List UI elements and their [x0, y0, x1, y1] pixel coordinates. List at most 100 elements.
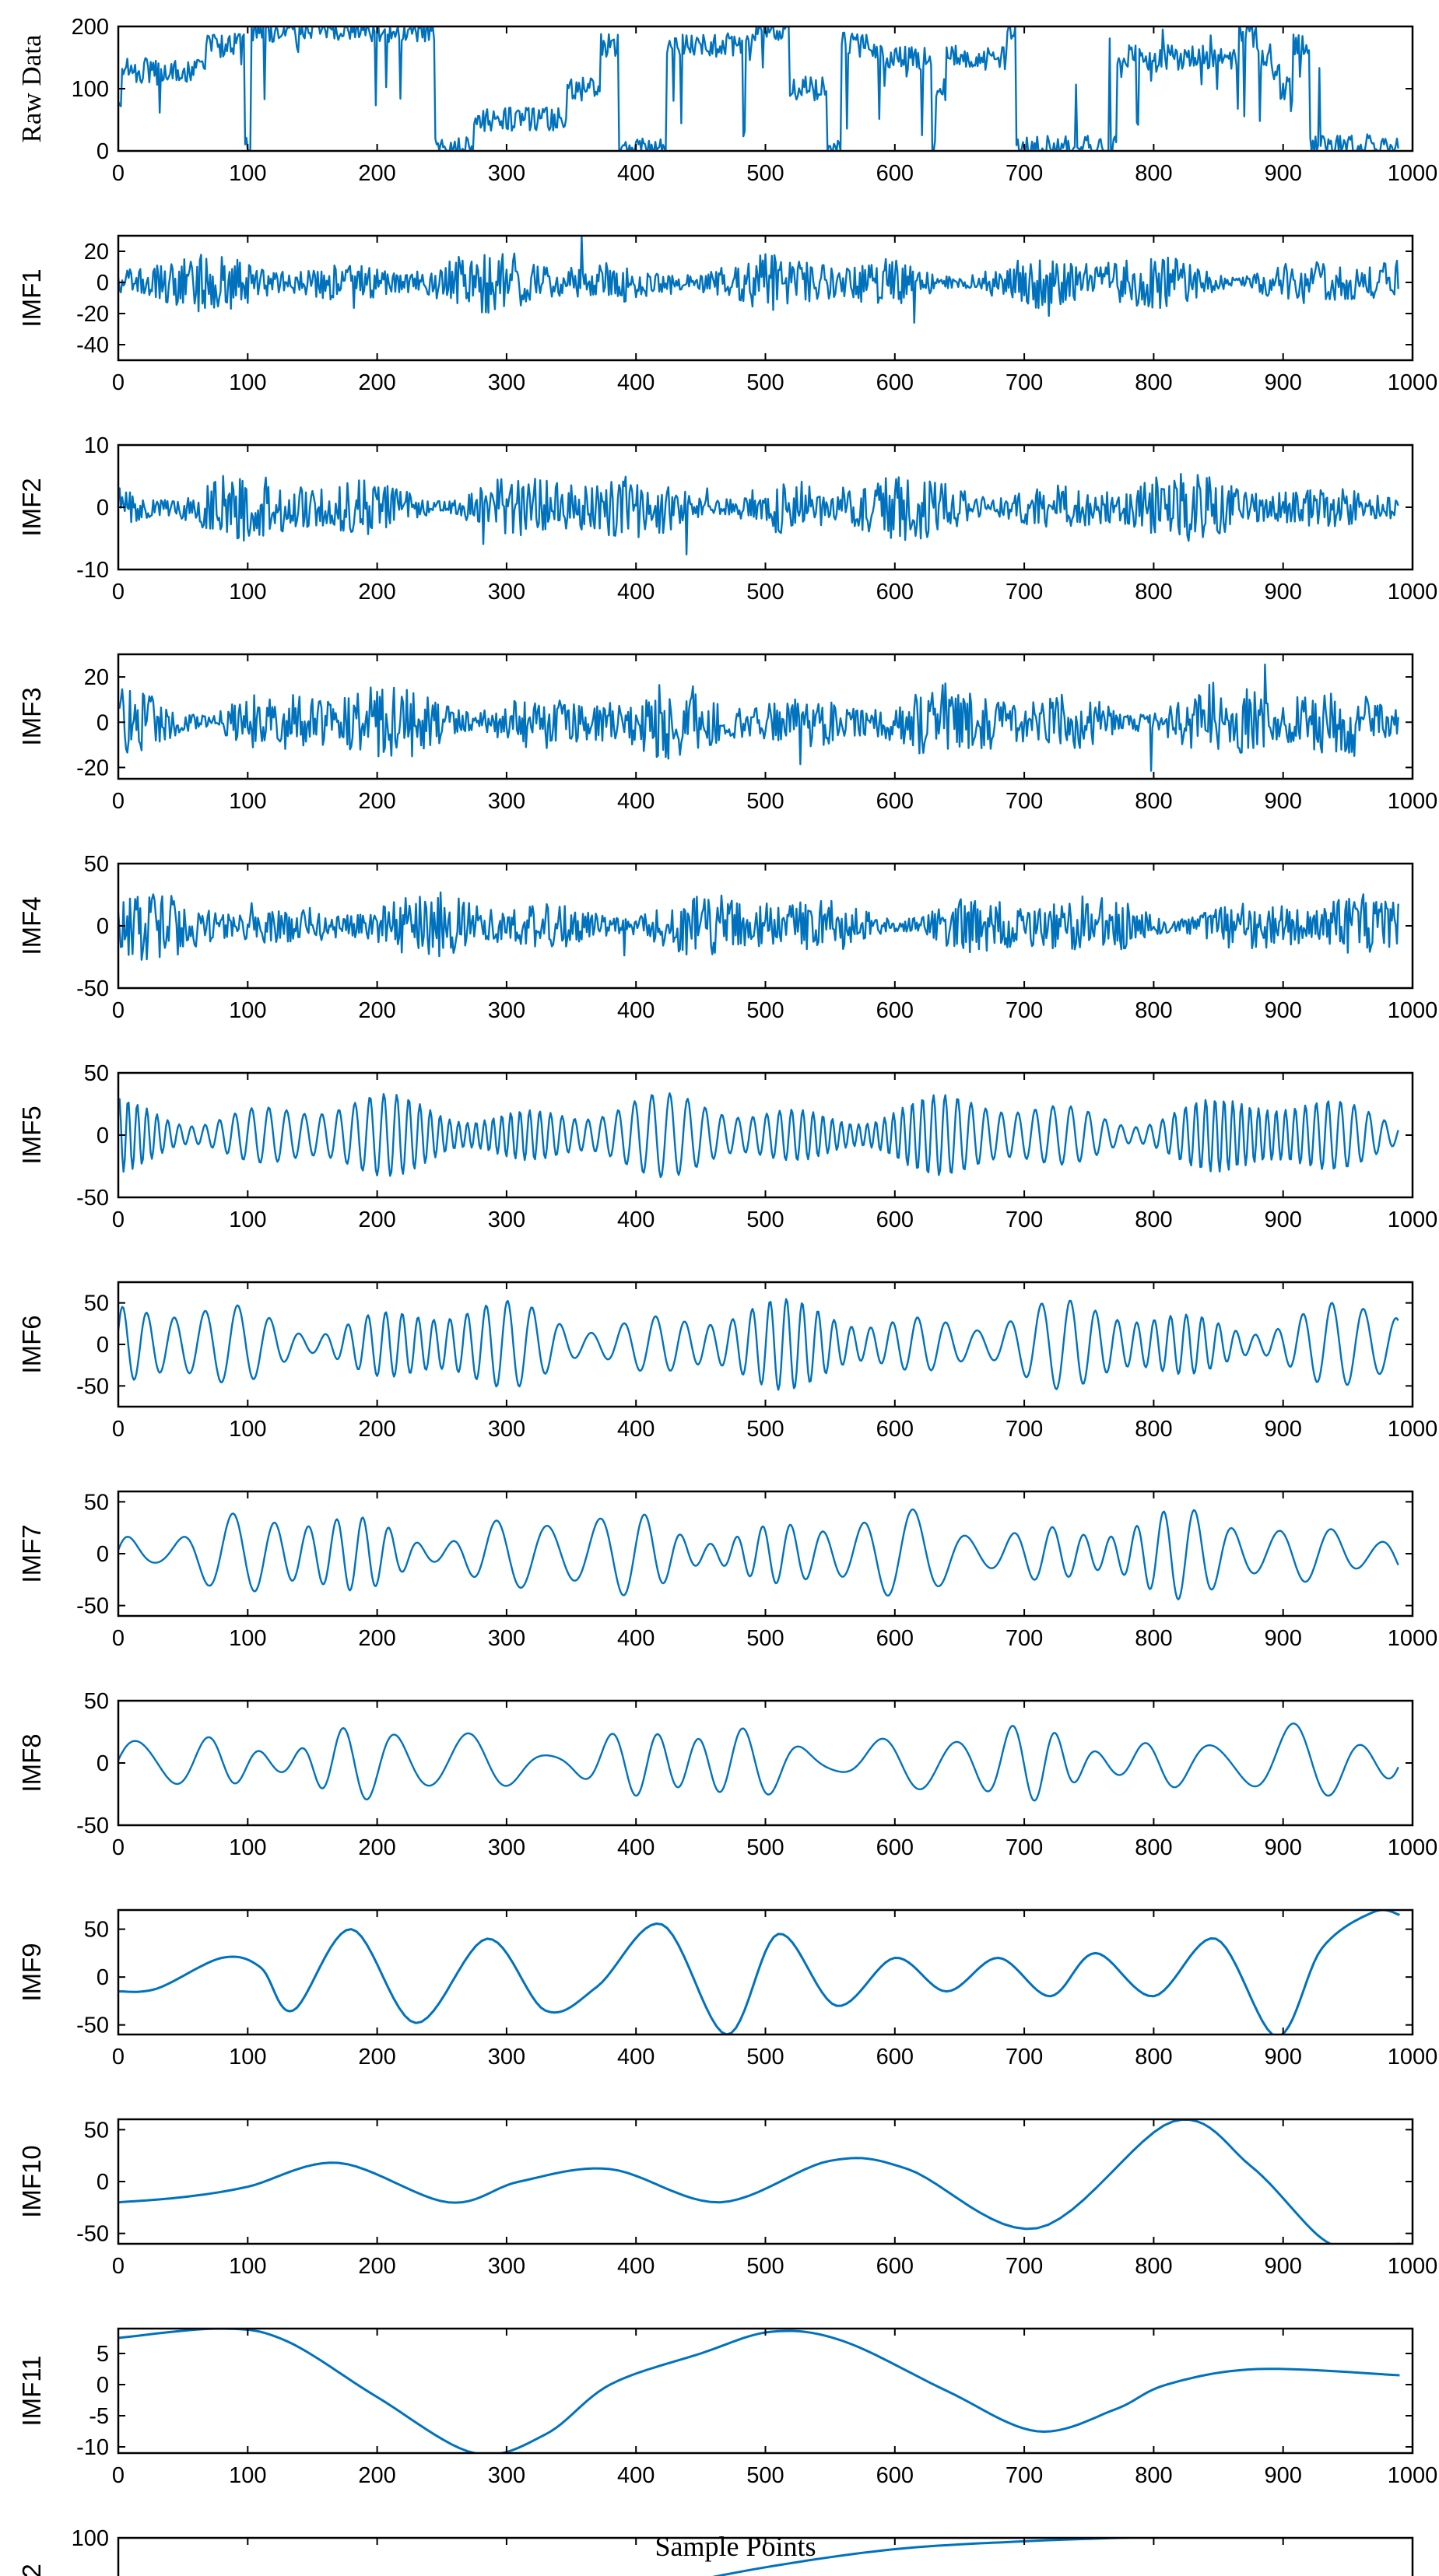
y-tick-label: -10: [76, 2435, 109, 2460]
x-tick-label: 700: [1006, 370, 1043, 395]
y-tick-label: 20: [84, 240, 109, 265]
x-tick-label: 700: [1006, 2463, 1043, 2488]
axes-frame: [117, 1908, 1414, 2036]
y-tick-label: 0: [97, 1542, 109, 1567]
x-tick-label: 500: [746, 1626, 784, 1651]
x-tick-label: 500: [746, 789, 784, 814]
y-axis-label: IMF5: [17, 1106, 46, 1164]
x-tick-label: 300: [488, 370, 525, 395]
x-tick-label: 1000: [1388, 1835, 1438, 1860]
x-tick-label: 0: [112, 161, 125, 186]
y-tick-label: 20: [84, 665, 109, 690]
x-tick-label: 500: [746, 1417, 784, 1442]
y-tick-label: 10: [84, 433, 109, 458]
y-axis-label: IMF2: [17, 478, 46, 536]
y-tick-label: 50: [84, 852, 109, 877]
y-tick-label: -50: [76, 1594, 109, 1619]
x-tick-label: 700: [1006, 1626, 1043, 1651]
y-tick-label: 0: [97, 2373, 109, 2398]
x-tick-label: 200: [358, 2463, 395, 2488]
y-tick-label: 50: [84, 1490, 109, 1515]
y-tick-label: 0: [97, 914, 109, 939]
x-tick-label: 1000: [1388, 1626, 1438, 1651]
x-tick-label: 900: [1265, 2045, 1302, 2070]
x-tick-label: 200: [358, 370, 395, 395]
y-axis-label: IMF9: [17, 1943, 46, 2001]
x-tick-label: 100: [229, 370, 266, 395]
x-tick-label: 0: [112, 2254, 125, 2279]
y-axis-label: IMF11: [17, 2355, 46, 2426]
x-tick-label: 900: [1265, 1626, 1302, 1651]
x-tick-label: 200: [358, 2254, 395, 2279]
x-tick-label: 200: [358, 161, 395, 186]
y-tick-label: -50: [76, 2013, 109, 2038]
panel-imf2: 0 100 200 300 400 500 600 700 800 900 1000-10010IM…: [17, 433, 1437, 605]
x-tick-label: 400: [617, 2463, 655, 2488]
y-tick-label: 50: [84, 1918, 109, 1943]
x-tick-label: 500: [746, 161, 784, 186]
x-tick-label: 1000: [1388, 789, 1438, 814]
x-tick-label: 1000: [1388, 998, 1438, 1023]
y-tick-label: 0: [97, 1965, 109, 1990]
x-tick-label: 800: [1135, 161, 1172, 186]
panel-raw-data: 0 100 200 300 400 500 600 700 800 900 1000 0 100 200 R…: [16, 15, 1437, 186]
series-line: [118, 1910, 1400, 2035]
x-tick-label: 300: [488, 1207, 525, 1232]
x-tick-label: 400: [617, 1207, 655, 1232]
x-tick-label: 0: [112, 370, 125, 395]
x-tick-label: 300: [488, 1835, 525, 1860]
x-tick-label: 800: [1135, 998, 1172, 1023]
x-tick-label: 100: [229, 998, 266, 1023]
y-tick-label: -50: [76, 1186, 109, 1211]
x-tick-label: 700: [1006, 789, 1043, 814]
x-tick-label: 100: [229, 2254, 266, 2279]
panel-imf9: 0 100 200 300 400 500 600 700 800 900 1000-50050IM…: [17, 1908, 1437, 2070]
x-tick-label: 1000: [1388, 2254, 1438, 2279]
x-tick-label: 200: [358, 1417, 395, 1442]
axes-frame: [117, 2118, 1414, 2245]
x-tick-label: 400: [617, 1835, 655, 1860]
x-tick-label: 400: [617, 161, 655, 186]
x-tick-label: 400: [617, 1417, 655, 1442]
series-line: [118, 473, 1399, 556]
x-tick-label: 1000: [1388, 1207, 1438, 1232]
y-tick-label: -50: [76, 2222, 109, 2247]
series-line: [118, 891, 1399, 961]
x-tick-label: 400: [617, 789, 655, 814]
x-tick-label: 600: [876, 1207, 914, 1232]
x-tick-label: 800: [1135, 580, 1172, 605]
series-line: [118, 1092, 1399, 1179]
x-tick-label: 600: [876, 370, 914, 395]
x-tick-label: 900: [1265, 2463, 1302, 2488]
x-tick-label: 1000: [1388, 2463, 1438, 2488]
y-axis-label: Raw Data: [16, 34, 47, 142]
x-tick-label: 900: [1265, 1207, 1302, 1232]
x-tick-label: 500: [746, 998, 784, 1023]
x-tick-label: 0: [112, 2045, 125, 2070]
x-tick-label: 600: [876, 789, 914, 814]
panel-imf11: 0 100 200 300 400 500 600 700 800 900 1000 -10 -5 0 5 I…: [17, 2327, 1438, 2488]
x-tick-label: 400: [617, 1626, 655, 1651]
x-tick-label: 300: [488, 1626, 525, 1651]
axes-frame: [117, 1071, 1414, 1199]
x-tick-label: 500: [746, 2045, 784, 2070]
y-axis-label: IMF1: [17, 268, 46, 327]
y-axis-label: IMF6: [17, 1315, 46, 1373]
x-tick-label: 200: [358, 2045, 395, 2070]
x-tick-label: 500: [746, 370, 784, 395]
x-tick-label: 700: [1006, 998, 1043, 1023]
x-tick-label: 800: [1135, 2463, 1172, 2488]
axes-frame: [117, 1490, 1414, 1617]
x-tick-label: 0: [112, 789, 125, 814]
y-tick-label: -50: [76, 976, 109, 1001]
x-tick-label: 800: [1135, 2045, 1172, 2070]
x-tick-label: 300: [488, 1417, 525, 1442]
panel-imf10: 0 100 200 300 400 500 600 700 800 900 1000-50050IM…: [17, 2118, 1437, 2279]
series-line: [118, 663, 1399, 772]
y-axis-label: IMF10: [17, 2145, 46, 2218]
y-tick-label: -20: [76, 302, 109, 327]
x-tick-label: 900: [1265, 370, 1302, 395]
axes-frame: [117, 1699, 1414, 1827]
x-tick-label: 900: [1265, 161, 1302, 186]
x-tick-label: 600: [876, 998, 914, 1023]
